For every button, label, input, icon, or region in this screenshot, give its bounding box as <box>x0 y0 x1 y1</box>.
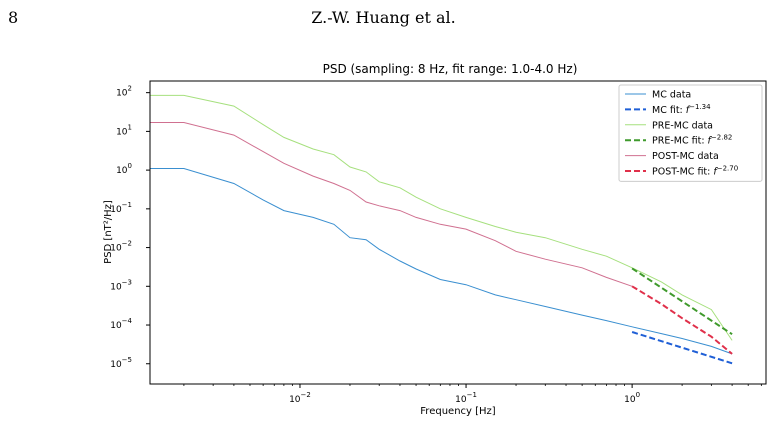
plot-frame <box>149 80 767 385</box>
x-tick-label-0: 10−2 <box>289 391 311 405</box>
x-tick-label-1: 10−1 <box>455 391 477 405</box>
series-line-5 <box>631 285 733 355</box>
x-tick-label-2: 100 <box>624 391 640 405</box>
series-line-4 <box>150 122 633 287</box>
axis-ticks: 10−2 10−1 100 10−5 10−4 10−3 10−2 10−1 100 101 102 <box>110 85 762 405</box>
legend-label-3: PRE-MC fit: f−2.82 <box>652 134 732 147</box>
y-tick-label-0: 10−5 <box>110 356 132 370</box>
y-tick-label-6: 101 <box>116 123 132 137</box>
legend: MC data MC fit: f−1.34 PRE-MC data PRE-MC f… <box>618 84 763 182</box>
legend-label-1: MC fit: f−1.34 <box>652 103 711 116</box>
y-axis-label: PSD [nT²/Hz] <box>103 200 114 264</box>
x-axis-label: Frequency [Hz] <box>420 406 496 417</box>
legend-label-2: PRE-MC data <box>652 120 713 131</box>
series-line-0 <box>150 168 733 355</box>
y-tick-label-1: 10−4 <box>110 317 132 331</box>
series-line-2 <box>150 94 733 341</box>
page-number: 8 <box>8 8 19 27</box>
y-tick-label-2: 10−3 <box>110 278 132 292</box>
series-line-1 <box>631 331 733 365</box>
y-tick-label-5: 100 <box>116 162 132 176</box>
y-tick-label-4: 10−1 <box>110 201 132 215</box>
legend-label-0: MC data <box>652 90 691 101</box>
chart-title: PSD (sampling: 8 Hz, fit range: 1.0-4.0 … <box>323 62 578 76</box>
y-tick-label-3: 10−2 <box>110 240 132 254</box>
y-tick-label-7: 102 <box>116 85 132 99</box>
series-line-3 <box>631 267 733 336</box>
legend-label-5: POST-MC fit: f−2.70 <box>652 165 738 178</box>
plot-area <box>150 94 733 365</box>
running-head: Z.-W. Huang et al. <box>311 8 456 27</box>
legend-label-4: POST-MC data <box>652 151 719 162</box>
legend-box <box>618 84 763 182</box>
